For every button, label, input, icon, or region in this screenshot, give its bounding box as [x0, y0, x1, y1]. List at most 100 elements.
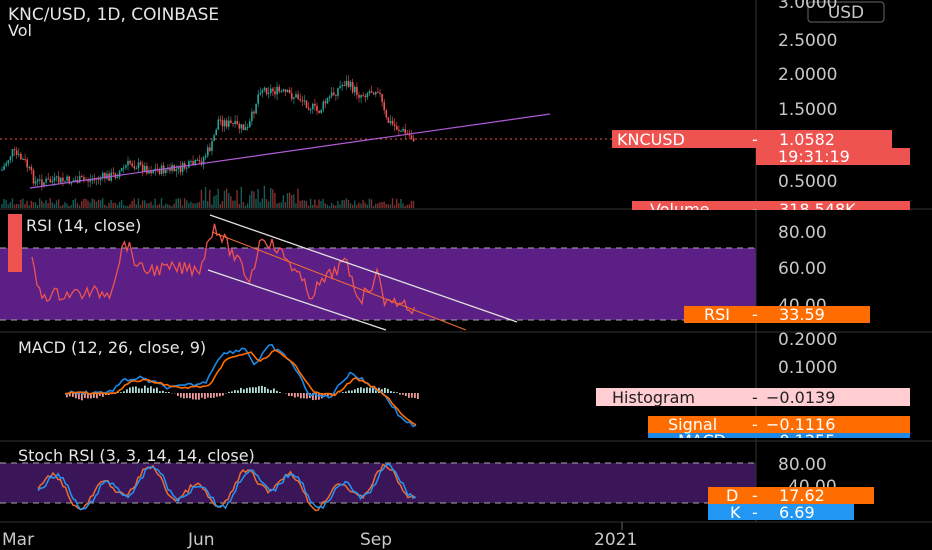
- candle-body: [89, 179, 91, 182]
- candle-body: [66, 176, 68, 181]
- histogram-bar: [264, 386, 266, 393]
- candlesticks: [1, 75, 415, 191]
- histogram-bar: [312, 393, 314, 401]
- volume-bar: [360, 203, 362, 208]
- candle-body: [169, 167, 171, 171]
- candle-body: [309, 109, 312, 111]
- stoch-title: Stoch RSI (3, 3, 14, 14, close): [18, 446, 255, 465]
- histogram-bar: [153, 388, 155, 393]
- price-trendline[interactable]: [29, 113, 551, 189]
- histogram-bar: [249, 387, 251, 393]
- tag-separator: -: [752, 503, 758, 522]
- histogram-bar: [258, 386, 260, 393]
- candle-body: [291, 93, 293, 99]
- volume-bar: [312, 204, 314, 208]
- volume-bar: [137, 198, 140, 208]
- candle-body: [215, 129, 217, 136]
- rsi-channel-mid[interactable]: [211, 231, 467, 331]
- volume-bar: [305, 200, 308, 208]
- price-tick: 0.5000: [778, 172, 837, 192]
- volume-bar: [146, 203, 148, 208]
- histogram-bar: [66, 393, 68, 398]
- histogram-bar: [366, 387, 368, 393]
- candle-body: [47, 178, 49, 180]
- histogram-bar: [417, 393, 419, 399]
- volume-bar: [95, 201, 98, 208]
- last-price-tag: KNCUSD - 1.0582: [612, 130, 892, 149]
- candle-body: [207, 147, 209, 156]
- candle-body: [282, 89, 285, 91]
- volume-bar: [351, 204, 354, 208]
- stoch-k-label: K: [730, 503, 741, 522]
- volume-bar: [135, 204, 137, 208]
- currency-button[interactable]: USD: [807, 1, 885, 23]
- candle-body: [284, 89, 287, 93]
- candle-body: [351, 82, 354, 93]
- rsi-channel-lower[interactable]: [207, 269, 387, 331]
- candle-body: [360, 95, 362, 98]
- stoch-d-tag-bg: [708, 487, 874, 504]
- macd-tick: 0.2000: [778, 330, 837, 350]
- candle-body: [45, 178, 47, 183]
- candle-body: [372, 92, 375, 95]
- volume-bar: [30, 200, 32, 208]
- volume-bar: [49, 198, 51, 208]
- candle-body: [181, 163, 184, 172]
- histogram-bar: [180, 393, 182, 398]
- candle-body: [97, 178, 100, 180]
- histogram-bar: [165, 392, 167, 393]
- candle-body: [144, 165, 146, 172]
- candle-body: [349, 82, 352, 87]
- candle-body: [299, 98, 301, 101]
- candle-body: [64, 180, 66, 182]
- volume-bar: [372, 205, 375, 208]
- candle-body: [389, 120, 392, 123]
- histogram-bar: [75, 393, 77, 399]
- volume-bar: [217, 188, 219, 208]
- candle-body: [139, 162, 142, 165]
- volume-bar: [326, 204, 329, 208]
- candle-body: [221, 120, 224, 127]
- candle-body: [255, 103, 257, 114]
- volume-bar: [387, 204, 389, 208]
- volume-bar: [261, 198, 263, 208]
- histogram-bar: [84, 393, 86, 398]
- candle-body: [99, 177, 102, 180]
- candle-body: [129, 160, 131, 164]
- histogram-bar: [201, 393, 203, 398]
- histogram-bar: [102, 393, 104, 397]
- macd-histogram: [66, 385, 419, 401]
- candle-body: [200, 161, 203, 165]
- volume-bar: [93, 199, 95, 208]
- candle-body: [375, 91, 377, 95]
- volume-bar: [221, 200, 224, 208]
- candle-body: [91, 179, 94, 181]
- volume-bar: [26, 200, 28, 208]
- volume-bar: [242, 201, 245, 208]
- candle-body: [55, 176, 58, 178]
- candle-body: [223, 120, 226, 127]
- volume-bar: [379, 202, 381, 208]
- price-tick: 2.0000: [778, 65, 837, 85]
- volume-bar: [81, 201, 83, 208]
- volume-bar: [22, 198, 24, 208]
- candle-body: [204, 155, 207, 158]
- volume-bar: [20, 199, 22, 208]
- volume-tag: Volume - 318.548K: [632, 201, 910, 210]
- stoch-d-value: 17.62: [779, 486, 825, 505]
- candle-body: [102, 172, 104, 178]
- histogram-bar: [291, 393, 293, 397]
- histogram-bar: [255, 387, 257, 393]
- histogram-bar: [123, 391, 125, 393]
- candle-body: [74, 179, 77, 181]
- volume-bar: [102, 198, 104, 208]
- rsi-channel-upper[interactable]: [209, 214, 518, 323]
- histogram-bar: [279, 392, 281, 393]
- candle-body: [381, 93, 383, 103]
- volume-bar: [97, 199, 100, 208]
- volume-bar: [85, 198, 87, 208]
- histogram-bar: [351, 390, 353, 393]
- candle-body: [297, 94, 299, 99]
- candle-body: [366, 93, 369, 98]
